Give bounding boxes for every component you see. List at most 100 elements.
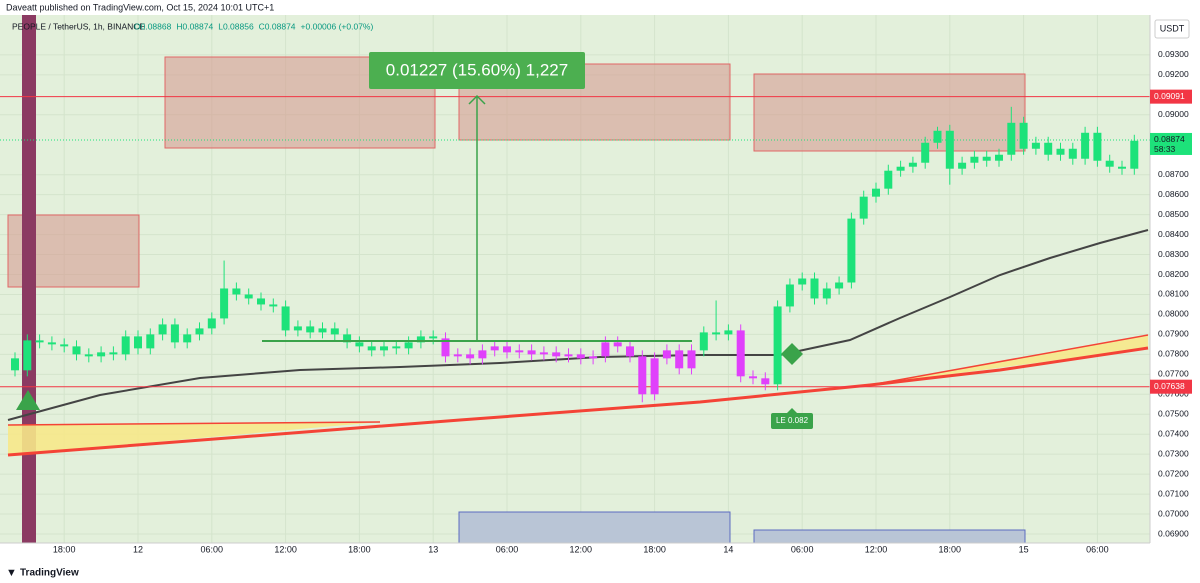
candle-body	[638, 356, 647, 395]
x-tick-label: 18:00	[348, 544, 371, 554]
candle-body	[11, 358, 19, 371]
logo: ▼	[6, 567, 17, 579]
trend-line	[7, 346, 1149, 457]
candle-body	[441, 338, 450, 357]
x-tick-label: 14	[723, 544, 733, 554]
arrow-head	[468, 94, 486, 105]
candle-body	[884, 170, 893, 189]
x-tick-label: 06:00	[201, 544, 224, 554]
candle-body	[724, 330, 733, 335]
candle-body	[662, 350, 671, 359]
candle-body	[589, 356, 598, 359]
candle-body	[232, 288, 241, 295]
candle-body	[1130, 140, 1139, 169]
entry-tip	[787, 408, 797, 413]
candle-body	[601, 342, 610, 357]
countdown: 58:33	[1154, 144, 1176, 154]
candle-body	[60, 344, 69, 347]
y-tick-label: 0.08400	[1158, 229, 1189, 239]
candle-body	[613, 342, 622, 347]
candle-body	[503, 346, 511, 353]
x-tick-label: 12:00	[570, 544, 593, 554]
signal-bar	[22, 15, 36, 543]
candle-body	[515, 350, 524, 353]
currency-box	[1154, 19, 1190, 39]
candle-body	[293, 326, 302, 331]
candle-body	[835, 282, 844, 289]
candle-body	[872, 188, 880, 197]
x-tick-label: 15	[1019, 544, 1029, 554]
candle-body	[995, 154, 1003, 161]
candle-body	[72, 346, 81, 355]
x-tick-label: 12	[133, 544, 143, 554]
y-tick-label: 0.07300	[1158, 448, 1189, 458]
y-tick-label: 0.08200	[1158, 269, 1189, 279]
candle-body	[1118, 166, 1126, 169]
candle-body	[207, 318, 216, 329]
candle-body	[121, 336, 130, 355]
y-tick-label: 0.07900	[1158, 329, 1189, 339]
candle-body	[244, 294, 253, 299]
x-tick-label: 13	[428, 544, 438, 554]
zone	[753, 529, 1026, 544]
currency: USDT	[1160, 23, 1185, 33]
trend-line	[7, 421, 381, 426]
candle-body	[343, 334, 352, 343]
x-tick-label: 06:00	[496, 544, 519, 554]
price-lines	[0, 96, 1150, 388]
candle-body	[306, 326, 315, 333]
measure-box	[369, 52, 585, 89]
price-label: 0.09091	[1154, 91, 1185, 101]
y-tick-label: 0.09200	[1158, 69, 1189, 79]
candle-body	[355, 342, 364, 347]
y-tick-label: 0.08300	[1158, 249, 1189, 259]
x-tick-label: 12:00	[274, 544, 297, 554]
candle-body	[859, 196, 868, 219]
candle-body	[392, 346, 401, 349]
candle-body	[453, 354, 462, 357]
last-price-box	[1150, 132, 1192, 155]
candle-body	[170, 324, 179, 343]
y-tick-label: 0.07000	[1158, 508, 1189, 518]
candle-body	[429, 336, 438, 339]
candle-body	[1056, 148, 1065, 155]
candle-body	[109, 352, 118, 355]
footer: TradingView	[20, 568, 79, 579]
candle-body	[908, 162, 917, 167]
x-tick-label: 06:00	[791, 544, 814, 554]
candle-body	[712, 332, 721, 335]
candle-body	[539, 352, 548, 355]
y-tick-label: 0.07800	[1158, 349, 1189, 359]
x-tick-label: 18:00	[939, 544, 962, 554]
candle-body	[1044, 142, 1053, 155]
price-label-box	[1150, 89, 1192, 104]
zones	[7, 56, 1026, 544]
candle-body	[1031, 142, 1040, 149]
candle-body	[367, 346, 376, 351]
zone	[753, 73, 1026, 152]
candle-body	[773, 306, 782, 385]
candle-body	[810, 278, 819, 299]
symbol: PEOPLE / TetherUS, 1h, BINANCE	[12, 21, 145, 31]
ohlc-value: L0.08856	[218, 21, 254, 31]
candle-body	[183, 334, 192, 343]
y-tick-label: 0.09000	[1158, 109, 1189, 119]
ohlc-value: C0.08874	[259, 21, 296, 31]
candle-body	[626, 346, 634, 357]
candle-body	[281, 306, 290, 331]
buy-marker	[16, 390, 40, 410]
candle-body	[490, 346, 499, 351]
price-label-box	[1150, 379, 1192, 394]
candle-body	[675, 350, 684, 369]
candle-body	[35, 340, 44, 343]
entry-box	[771, 413, 813, 429]
candle-body	[318, 328, 327, 333]
x-tick-label: 18:00	[53, 544, 76, 554]
candle-body	[896, 166, 905, 171]
x-tick-label: 12:00	[865, 544, 888, 554]
candles	[11, 106, 1139, 403]
candle-body	[982, 156, 991, 161]
y-tick-label: 0.08700	[1158, 169, 1189, 179]
trend-line	[869, 334, 1149, 386]
